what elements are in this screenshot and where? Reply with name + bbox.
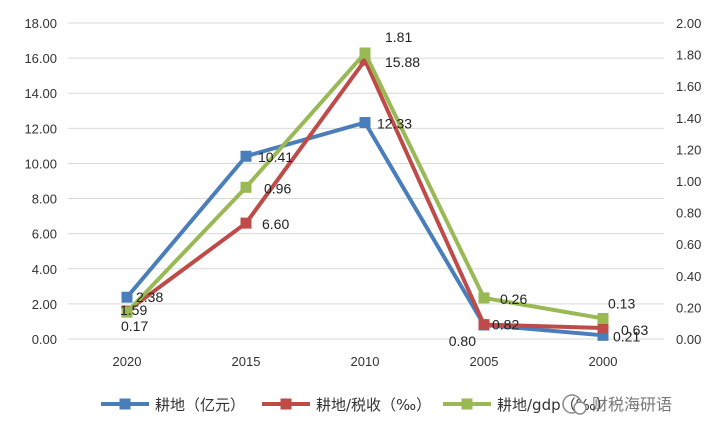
right-tick-label: 1.40 bbox=[676, 111, 701, 126]
data-label: 0.21 bbox=[613, 328, 640, 344]
x-tick-label: 2015 bbox=[232, 354, 261, 369]
data-label: 0.82 bbox=[492, 317, 519, 333]
series-lines bbox=[121, 47, 609, 341]
legend: 耕地（亿元） 耕地/税收（‰） 耕地/gdp（‰） bbox=[101, 396, 611, 414]
x-axis-ticks: 2020 2015 2010 2005 2000 bbox=[113, 354, 618, 369]
right-tick-label: 2.00 bbox=[676, 16, 701, 31]
right-tick-label: 0.20 bbox=[676, 300, 701, 315]
data-point-marker bbox=[597, 312, 609, 324]
data-point-marker bbox=[240, 181, 252, 193]
right-tick-label: 0.60 bbox=[676, 237, 701, 252]
wechat-icon-inner bbox=[573, 401, 587, 415]
legend-label: 耕地/税收（‰） bbox=[316, 396, 431, 414]
left-tick-label: 10.00 bbox=[24, 156, 57, 171]
data-point-marker bbox=[121, 291, 133, 303]
right-tick-label: 0.40 bbox=[676, 269, 701, 284]
series-line-tax-ratio bbox=[125, 58, 604, 330]
left-tick-label: 4.00 bbox=[32, 262, 57, 277]
data-point-marker bbox=[359, 47, 371, 59]
data-labels: 2.38 10.41 12.33 0.80 0.21 1.59 6.60 15.88 0.82 0… bbox=[120, 29, 648, 349]
legend-marker bbox=[461, 398, 473, 410]
data-label: 6.60 bbox=[262, 216, 289, 232]
left-tick-label: 8.00 bbox=[32, 192, 57, 207]
right-tick-label: 0.80 bbox=[676, 206, 701, 221]
legend-label: 耕地（亿元） bbox=[155, 396, 245, 414]
left-axis-ticks: 0.00 2.00 4.00 6.00 8.00 10.00 12.00 14.00 16.00… bbox=[24, 16, 57, 347]
left-tick-label: 12.00 bbox=[24, 121, 57, 136]
x-tick-label: 2000 bbox=[589, 354, 618, 369]
data-point-marker bbox=[597, 322, 609, 334]
left-tick-label: 14.00 bbox=[24, 86, 57, 101]
left-tick-label: 0.00 bbox=[32, 332, 57, 347]
data-point-marker bbox=[240, 150, 252, 162]
data-label: 12.33 bbox=[377, 116, 412, 132]
right-tick-label: 1.60 bbox=[676, 79, 701, 94]
data-label: 1.81 bbox=[385, 29, 412, 45]
data-point-marker bbox=[478, 292, 490, 304]
right-axis-ticks: 0.00 0.20 0.40 0.60 0.80 1.00 1.20 1.40 1.60 1.80… bbox=[676, 16, 701, 347]
legend-marker bbox=[280, 398, 292, 410]
right-tick-label: 1.00 bbox=[676, 174, 701, 189]
data-point-marker bbox=[359, 54, 371, 66]
data-label: 10.41 bbox=[258, 149, 293, 165]
data-label: 0.63 bbox=[621, 322, 648, 338]
data-label: 0.26 bbox=[500, 291, 527, 307]
x-tick-label: 2005 bbox=[470, 354, 499, 369]
data-point-marker bbox=[478, 319, 490, 331]
data-label: 0.13 bbox=[608, 295, 635, 311]
left-tick-label: 6.00 bbox=[32, 227, 57, 242]
data-label: 15.88 bbox=[385, 54, 420, 70]
right-tick-label: 1.20 bbox=[676, 142, 701, 157]
data-point-marker bbox=[359, 117, 371, 129]
x-tick-label: 2010 bbox=[351, 354, 380, 369]
data-label: 0.96 bbox=[264, 180, 291, 196]
watermark: 财税海研语 bbox=[562, 394, 672, 415]
watermark-text: 财税海研语 bbox=[592, 395, 672, 414]
left-tick-label: 2.00 bbox=[32, 297, 57, 312]
data-label: 1.59 bbox=[120, 302, 147, 318]
data-point-marker bbox=[121, 306, 133, 318]
data-label: 0.80 bbox=[449, 333, 476, 349]
data-label: 0.17 bbox=[121, 318, 148, 334]
data-label: 2.38 bbox=[136, 289, 163, 305]
x-tick-label: 2020 bbox=[113, 354, 142, 369]
data-point-marker bbox=[240, 217, 252, 229]
right-tick-label: 1.80 bbox=[676, 48, 701, 63]
left-tick-label: 16.00 bbox=[24, 51, 57, 66]
legend-marker bbox=[119, 398, 131, 410]
left-tick-label: 18.00 bbox=[24, 16, 57, 31]
right-tick-label: 0.00 bbox=[676, 332, 701, 347]
data-point-marker bbox=[597, 329, 609, 341]
